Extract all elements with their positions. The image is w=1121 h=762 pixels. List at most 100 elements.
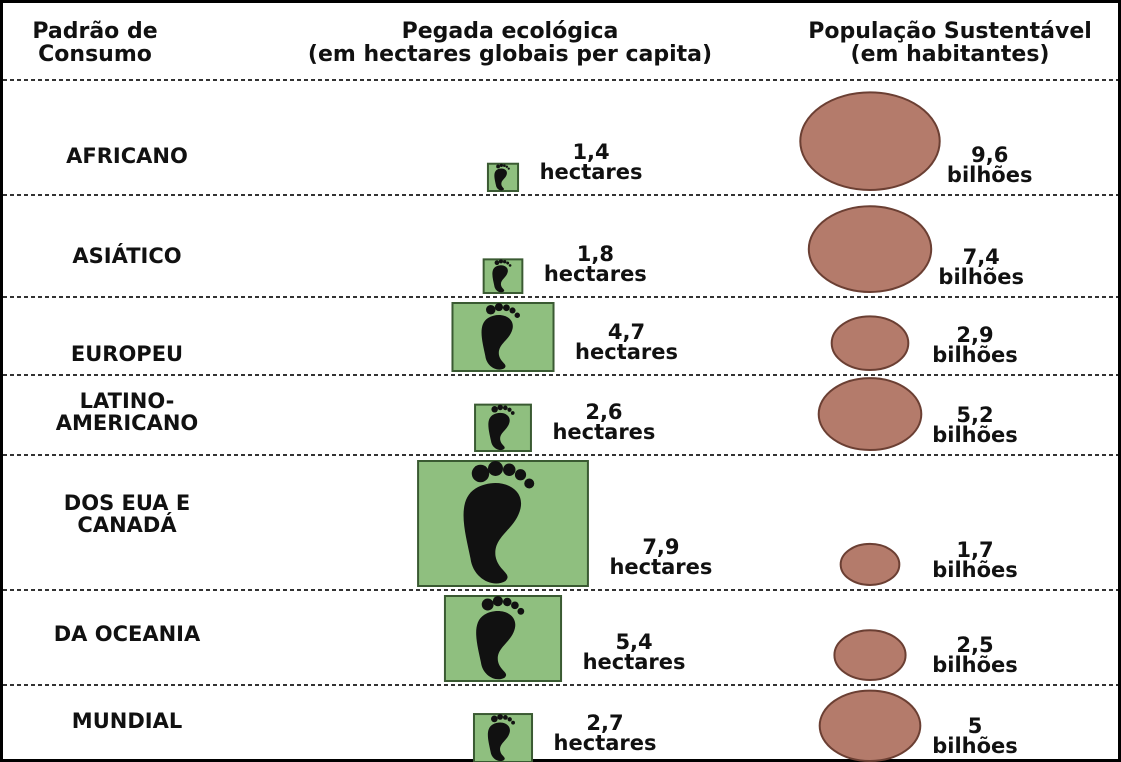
population-circle bbox=[799, 91, 941, 191]
foot-toe bbox=[511, 601, 519, 610]
foot-toe bbox=[510, 411, 515, 415]
foot-toe bbox=[494, 303, 503, 312]
header-population-1: População Sustentável bbox=[808, 19, 1092, 44]
population-unit: bilhões bbox=[932, 343, 1018, 367]
population-circle bbox=[833, 629, 907, 681]
foot-toe bbox=[491, 715, 498, 723]
foot-toe bbox=[497, 714, 503, 720]
foot-toe bbox=[503, 260, 507, 264]
header-consumption-1: Padrão de bbox=[32, 19, 157, 44]
footprint-value: 4,7 bbox=[608, 320, 645, 344]
foot-sole bbox=[487, 722, 510, 762]
row-label: DOS EUA E bbox=[64, 491, 190, 515]
row-label: ASIÁTICO bbox=[72, 243, 181, 268]
row-label: CANADÁ bbox=[77, 512, 177, 537]
foot-toe bbox=[503, 597, 512, 607]
foot-toe bbox=[488, 461, 503, 476]
row-label: MUNDIAL bbox=[72, 709, 182, 733]
foot-toe bbox=[486, 305, 496, 315]
foot-toe bbox=[492, 596, 503, 607]
foot-toe bbox=[503, 715, 508, 720]
footprint-unit: hectares bbox=[583, 650, 686, 674]
foot-toe bbox=[505, 165, 509, 168]
foot-sole bbox=[481, 314, 513, 370]
footprint-value: 2,6 bbox=[585, 400, 622, 424]
foot-icon bbox=[463, 461, 535, 584]
population-circle bbox=[807, 205, 933, 293]
row-label: AFRICANO bbox=[66, 144, 188, 168]
foot-toe bbox=[499, 163, 503, 167]
header-footprint-2: (em hectares globais per capita) bbox=[308, 42, 712, 67]
foot-toe bbox=[514, 469, 527, 481]
footprint-unit: hectares bbox=[554, 731, 657, 755]
population-value: 7,4 bbox=[963, 245, 1000, 269]
foot-toe bbox=[503, 304, 510, 312]
row-label: DA OCEANIA bbox=[54, 622, 201, 646]
foot-toe bbox=[511, 720, 515, 725]
footprint-value: 2,7 bbox=[586, 711, 623, 735]
foot-toe bbox=[514, 312, 520, 318]
footprint-unit: hectares bbox=[609, 555, 712, 579]
population-circle bbox=[830, 315, 910, 371]
footprint-unit: hectares bbox=[552, 420, 655, 444]
population-value: 5,2 bbox=[956, 403, 993, 427]
footprint-unit: hectares bbox=[540, 160, 643, 184]
foot-toe bbox=[517, 607, 525, 615]
foot-toe bbox=[498, 259, 503, 264]
foot-icon bbox=[494, 163, 510, 191]
foot-toe bbox=[471, 464, 490, 483]
foot-toe bbox=[497, 404, 503, 411]
foot-icon bbox=[481, 303, 520, 370]
foot-icon bbox=[492, 259, 512, 293]
foot-toe bbox=[503, 463, 516, 476]
population-value: 5 bbox=[968, 714, 983, 738]
row-label: AMERICANO bbox=[56, 411, 199, 435]
population-unit: bilhões bbox=[932, 734, 1018, 758]
population-value: 2,9 bbox=[956, 323, 993, 347]
foot-toe bbox=[496, 164, 500, 169]
footprint-value: 5,4 bbox=[615, 630, 652, 654]
foot-sole bbox=[463, 483, 522, 584]
footprint-value: 7,9 bbox=[642, 535, 679, 559]
population-value: 2,5 bbox=[956, 633, 993, 657]
foot-icon bbox=[487, 714, 515, 762]
footprint-unit: hectares bbox=[544, 262, 647, 286]
foot-toe bbox=[503, 405, 508, 411]
foot-toe bbox=[506, 261, 510, 265]
foot-toe bbox=[524, 478, 535, 489]
population-unit: bilhões bbox=[947, 163, 1033, 187]
foot-toe bbox=[507, 717, 512, 722]
footprint-value: 1,4 bbox=[572, 140, 609, 164]
foot-toe bbox=[494, 260, 500, 266]
population-circle bbox=[817, 377, 923, 451]
foot-toe bbox=[508, 264, 512, 267]
foot-toe bbox=[509, 307, 516, 314]
footprint-unit: hectares bbox=[575, 340, 678, 364]
population-unit: bilhões bbox=[932, 653, 1018, 677]
footprint-value: 1,8 bbox=[577, 242, 614, 266]
foot-sole bbox=[476, 610, 516, 680]
population-unit: bilhões bbox=[938, 265, 1024, 289]
foot-sole bbox=[488, 412, 510, 451]
foot-toe bbox=[491, 406, 498, 413]
foot-sole bbox=[494, 168, 507, 191]
population-unit: bilhões bbox=[932, 423, 1018, 447]
foot-toe bbox=[503, 164, 506, 167]
header-population-2: (em habitantes) bbox=[851, 42, 1050, 67]
population-circle bbox=[839, 542, 901, 587]
row-label: EUROPEU bbox=[71, 342, 183, 366]
population-value: 1,7 bbox=[956, 538, 993, 562]
population-value: 9,6 bbox=[971, 143, 1008, 167]
population-circle bbox=[818, 689, 922, 762]
foot-toe bbox=[507, 167, 510, 170]
foot-icon bbox=[488, 404, 515, 451]
foot-icon bbox=[476, 596, 525, 680]
header-consumption-2: Consumo bbox=[38, 42, 152, 67]
population-unit: bilhões bbox=[932, 558, 1018, 582]
foot-sole bbox=[492, 265, 508, 293]
foot-toe bbox=[507, 407, 512, 412]
row-label: LATINO- bbox=[80, 389, 175, 413]
header-footprint-1: Pegada ecológica bbox=[402, 19, 619, 44]
foot-toe bbox=[481, 598, 494, 611]
